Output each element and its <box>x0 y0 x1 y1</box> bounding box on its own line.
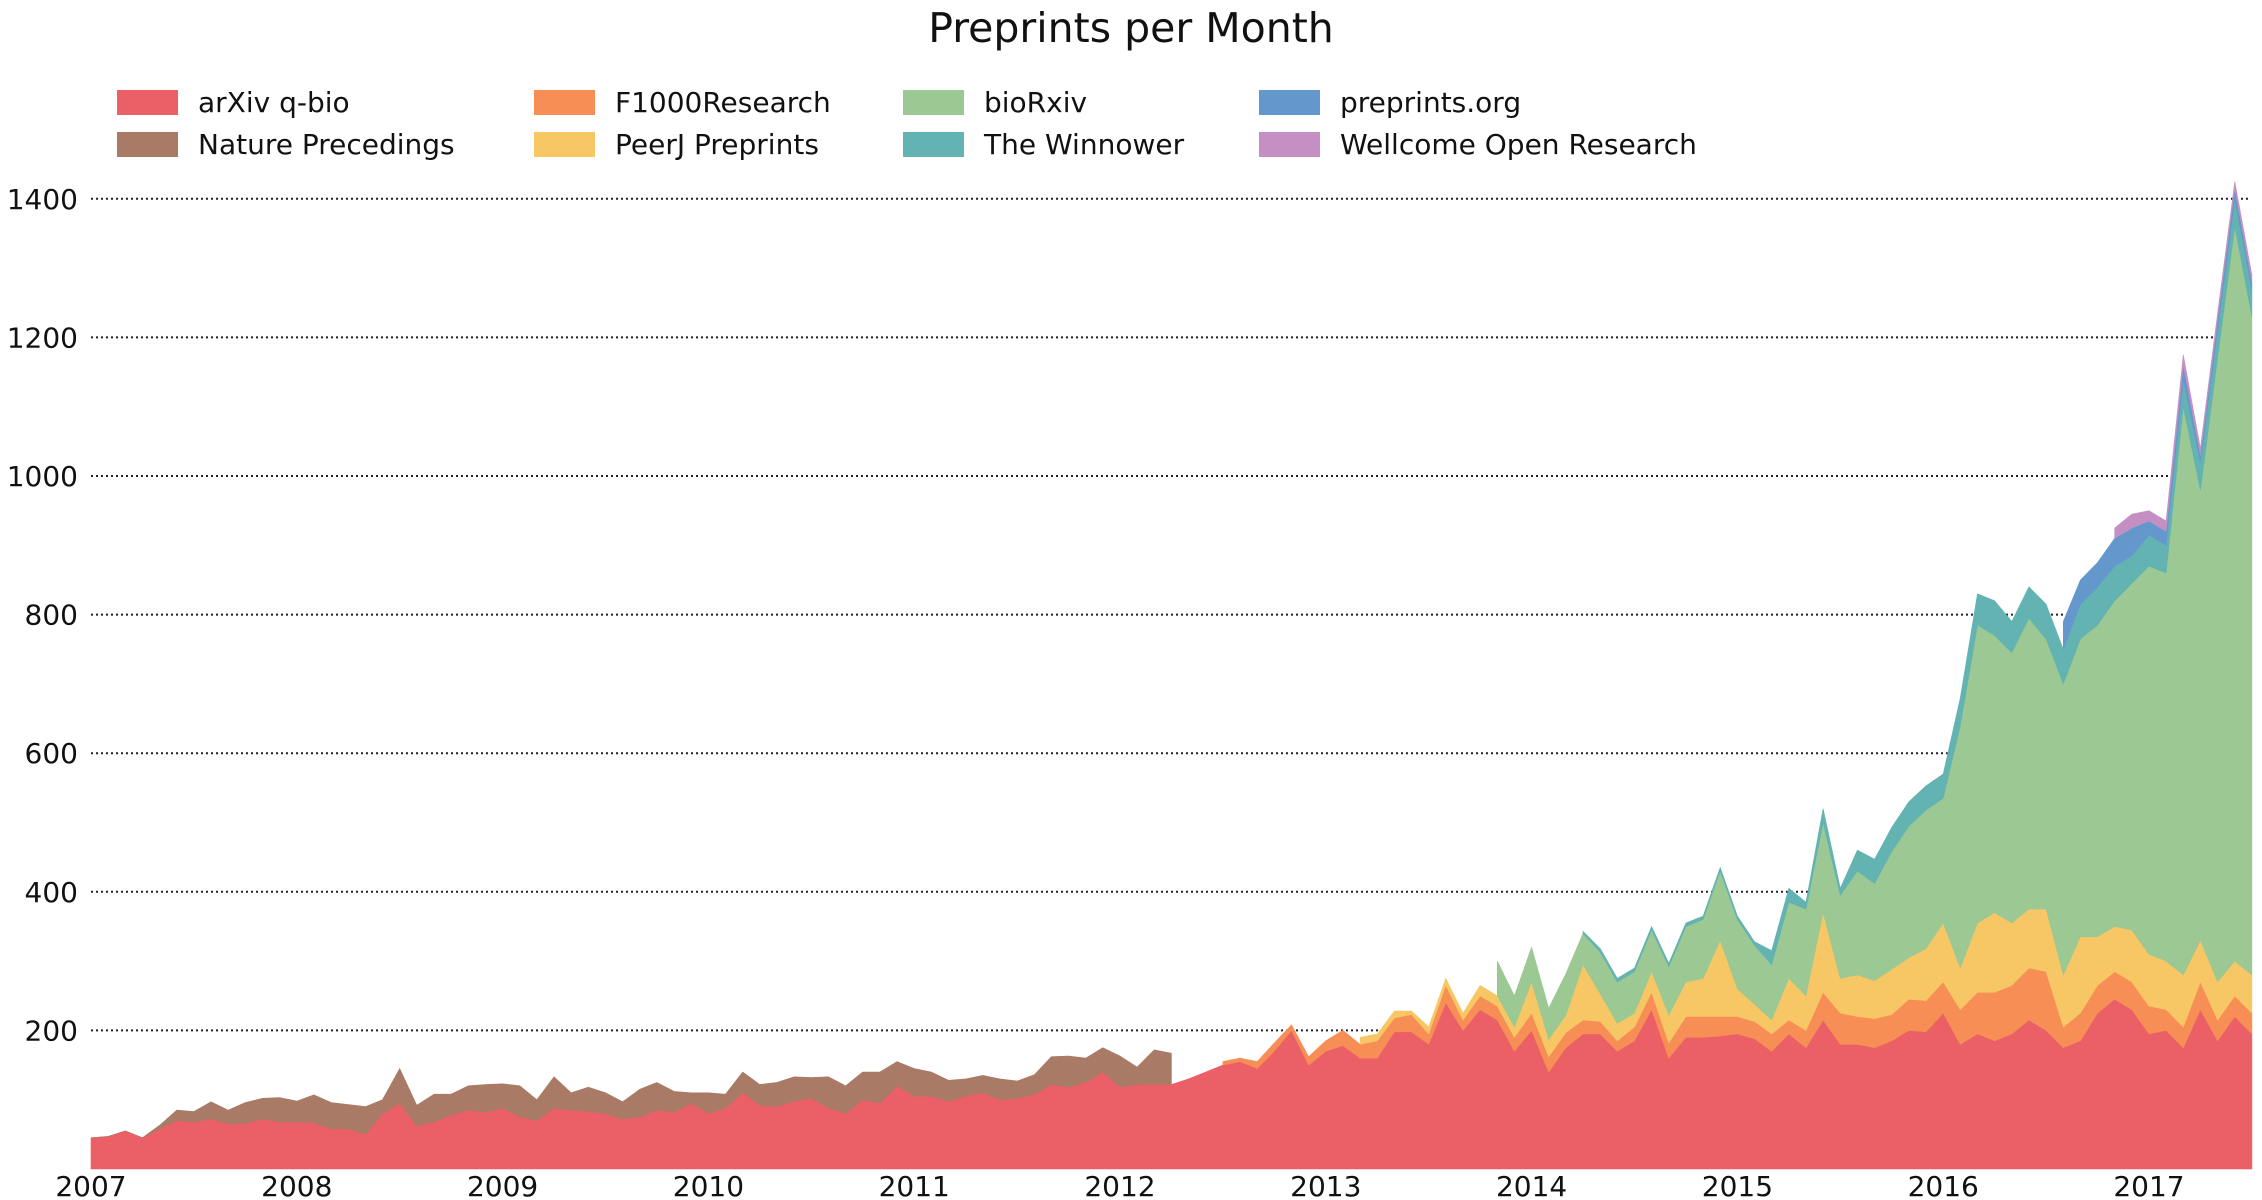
legend-item-biorxiv: bioRxiv <box>903 86 1087 119</box>
legend-swatch <box>534 132 595 157</box>
area-the-winnower <box>1582 198 2253 983</box>
legend-label: Wellcome Open Research <box>1340 128 1697 161</box>
x-tick-label: 2012 <box>1084 1170 1155 1200</box>
x-tick-label: 2015 <box>1702 1170 1773 1200</box>
y-tick-labels: 200 400 600 800 1000 1200 1400 <box>7 183 78 1048</box>
y-tick-label: 200 <box>25 1014 78 1047</box>
legend-label: PeerJ Preprints <box>615 128 819 161</box>
x-tick-label: 2009 <box>467 1170 538 1200</box>
legend-swatch <box>903 132 964 157</box>
legend-swatch <box>1259 132 1320 157</box>
legend-label: F1000Research <box>615 86 831 119</box>
legend-label: Nature Precedings <box>198 128 455 161</box>
x-tick-label: 2016 <box>1908 1170 1979 1200</box>
legend-label: arXiv q-bio <box>198 86 350 119</box>
legend-item-the-winnower: The Winnower <box>903 128 1184 161</box>
area-nature-precedings <box>90 1047 1172 1139</box>
x-tick-label: 2010 <box>673 1170 744 1200</box>
legend-swatch <box>117 90 178 115</box>
x-tick-labels: 2007 2008 2009 2010 2011 2012 2013 2014 2015 2016… <box>55 1170 2184 1200</box>
chart-title: Preprints per Month <box>928 4 1334 52</box>
x-tick-label: 2007 <box>55 1170 126 1200</box>
y-tick-label: 800 <box>25 599 78 632</box>
legend-item-f1000research: F1000Research <box>534 86 831 119</box>
legend-label: preprints.org <box>1340 86 1522 119</box>
legend-item-preprints-org: preprints.org <box>1259 86 1521 119</box>
y-tick-label: 1400 <box>7 183 78 216</box>
area-biorxiv <box>1497 226 2253 1041</box>
legend-item-arxiv-q-bio: arXiv q-bio <box>117 86 350 119</box>
areas <box>90 181 2253 1170</box>
x-tick-label: 2013 <box>1290 1170 1361 1200</box>
legend-swatch <box>534 90 595 115</box>
x-tick-label: 2008 <box>261 1170 332 1200</box>
y-tick-label: 1000 <box>7 460 78 493</box>
legend-label: bioRxiv <box>984 86 1088 119</box>
y-tick-label: 1200 <box>7 321 78 354</box>
x-tick-label: 2017 <box>2113 1170 2184 1200</box>
legend-item-nature-precedings: Nature Precedings <box>117 128 455 161</box>
legend-label: The Winnower <box>984 128 1185 161</box>
area-wellcome-open-research <box>2114 181 2253 539</box>
legend-item-peerj-preprints: PeerJ Preprints <box>534 128 819 161</box>
legend-swatch <box>903 90 964 115</box>
x-tick-label: 2014 <box>1496 1170 1567 1200</box>
legend-swatch <box>117 132 178 157</box>
x-tick-label: 2011 <box>879 1170 950 1200</box>
y-tick-label: 600 <box>25 737 78 770</box>
legend-swatch <box>1259 90 1320 115</box>
y-tick-label: 400 <box>25 876 78 909</box>
legend-item-wellcome-open-research: Wellcome Open Research <box>1259 128 1697 161</box>
